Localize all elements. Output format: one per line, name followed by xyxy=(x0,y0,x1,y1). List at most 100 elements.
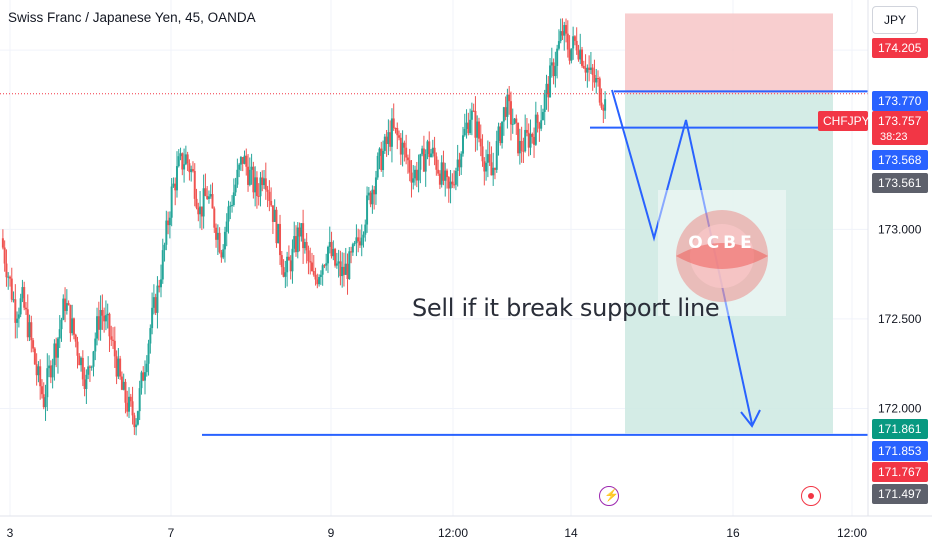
candle-body xyxy=(472,110,475,112)
candle-body xyxy=(470,110,473,120)
candle-body xyxy=(124,381,127,403)
candle-body xyxy=(325,263,328,266)
candle-body xyxy=(353,243,356,245)
candle-body xyxy=(257,195,260,197)
candle-body xyxy=(3,247,6,264)
currency-button[interactable]: JPY xyxy=(872,6,918,34)
candle-body xyxy=(128,396,131,412)
candle-body xyxy=(385,136,388,144)
candle-body xyxy=(195,198,198,208)
candle-body xyxy=(94,338,97,352)
candle-body xyxy=(332,248,335,257)
candle-body xyxy=(344,263,347,275)
candle-body xyxy=(337,261,340,264)
candle-body xyxy=(32,340,35,349)
candle-body xyxy=(83,379,86,389)
candle-body xyxy=(113,340,116,357)
candle-body xyxy=(440,162,443,185)
candle-body xyxy=(175,166,178,191)
price-tag-label: 174.205 xyxy=(878,41,922,55)
candle-body xyxy=(533,136,536,145)
candle-body xyxy=(243,155,246,164)
candle-body xyxy=(582,65,585,69)
candle-body xyxy=(502,107,505,122)
candle-body xyxy=(216,232,219,240)
candle-body xyxy=(69,304,72,334)
candle-body xyxy=(593,74,596,83)
candle-body xyxy=(573,36,576,41)
annotation-text[interactable]: Sell if it break support line xyxy=(412,294,720,322)
candle-body xyxy=(396,127,399,136)
candle-body xyxy=(55,343,58,358)
candle-body xyxy=(303,242,306,249)
candle-body xyxy=(204,188,207,196)
candle-body xyxy=(5,263,8,278)
candle-body xyxy=(279,223,282,256)
candle-body xyxy=(152,297,155,308)
candle-body xyxy=(197,207,200,215)
candle-body xyxy=(408,160,411,173)
stop-loss-zone[interactable] xyxy=(625,13,833,94)
candle-body xyxy=(10,278,13,300)
candle-body xyxy=(266,189,269,192)
candle-body xyxy=(245,155,248,167)
candle-body xyxy=(524,129,527,152)
candle-body xyxy=(492,167,495,176)
candle-body xyxy=(358,241,361,246)
candle-body xyxy=(168,217,171,226)
candle-body xyxy=(506,94,509,117)
candle-body xyxy=(161,250,164,280)
time-tick-label: 12:00 xyxy=(438,526,468,540)
candle-body xyxy=(545,83,548,95)
candle-body xyxy=(511,123,514,125)
candle-body xyxy=(442,162,445,181)
candle-body xyxy=(263,178,266,186)
arrow-head-icon xyxy=(740,409,761,428)
candle-body xyxy=(190,169,193,173)
candle-body xyxy=(21,287,24,299)
time-axis[interactable]: 3 7 9 12:00 14 16 12:00 xyxy=(7,526,868,540)
candle-body xyxy=(406,157,409,161)
candle-body xyxy=(453,184,456,186)
flash-event-icon[interactable] xyxy=(599,486,619,506)
price-tag xyxy=(872,111,928,145)
candle-body xyxy=(383,136,386,151)
candle-body xyxy=(8,276,11,279)
candle-body xyxy=(122,381,125,390)
candle-body xyxy=(270,200,273,206)
candle-body xyxy=(504,107,507,117)
candle-body xyxy=(508,94,511,102)
candle-body xyxy=(80,357,83,366)
candle-body xyxy=(433,147,436,157)
candle-body xyxy=(108,313,111,337)
candle-body xyxy=(321,265,324,275)
price-tag xyxy=(872,462,928,482)
candle-body xyxy=(211,194,214,209)
candle-body xyxy=(78,355,81,366)
symbol-tag xyxy=(818,111,868,131)
price-tick-label: 172.500 xyxy=(878,312,922,326)
candle-body xyxy=(305,242,308,251)
candle-body xyxy=(275,209,278,244)
candle-body xyxy=(154,297,157,313)
candle-body xyxy=(156,285,159,313)
candle-body xyxy=(485,162,488,172)
time-tick-label: 9 xyxy=(328,526,335,540)
price-tag xyxy=(872,91,928,111)
candle-body xyxy=(515,118,518,123)
candle-body xyxy=(399,137,402,155)
candle-body xyxy=(165,220,168,245)
candle-body xyxy=(309,261,312,263)
candle-body xyxy=(540,120,543,129)
candle-body xyxy=(326,246,329,264)
candle-body xyxy=(252,166,255,193)
candle-body xyxy=(117,358,120,377)
price-tag-label: 173.561 xyxy=(878,176,922,190)
candle-body xyxy=(213,208,216,228)
record-event-icon[interactable] xyxy=(801,486,821,506)
candle-body xyxy=(16,318,19,323)
time-tick-label: 14 xyxy=(564,526,578,540)
price-tag xyxy=(872,441,928,461)
candle-body xyxy=(501,121,504,144)
